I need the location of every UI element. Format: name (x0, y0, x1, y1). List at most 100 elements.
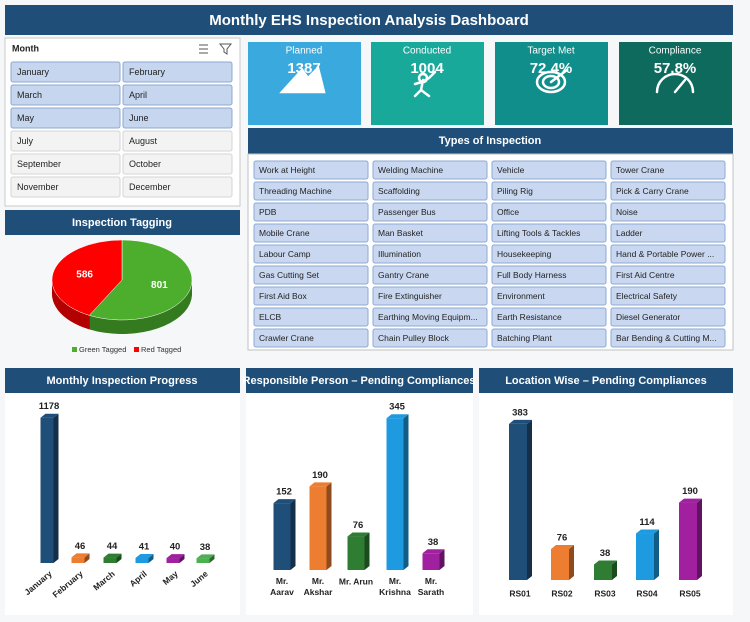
type-button[interactable] (253, 202, 369, 222)
slicer-button[interactable] (10, 130, 121, 152)
legend-swatch (134, 347, 139, 352)
kpi-icon (535, 68, 569, 94)
dashboard-title: Monthly EHS Inspection Analysis Dashboar… (209, 12, 529, 29)
type-button[interactable] (372, 265, 488, 285)
type-label: Batching Plant (497, 333, 552, 343)
type-label: Scaffolding (378, 186, 420, 196)
bar-side (654, 529, 659, 580)
type-button[interactable] (491, 328, 607, 348)
kpi-icon-shape (279, 65, 326, 94)
data-label: 114 (639, 517, 655, 528)
slicer-button[interactable] (10, 84, 121, 106)
legend-swatch (72, 347, 77, 352)
bar-top (386, 414, 409, 419)
type-button[interactable] (491, 202, 607, 222)
type-button[interactable] (610, 244, 726, 264)
type-button[interactable] (491, 244, 607, 264)
bar-top (347, 532, 370, 537)
bar (71, 557, 85, 563)
slicer-label: August (129, 136, 158, 146)
type-button[interactable] (253, 244, 369, 264)
type-label: Ladder (616, 228, 643, 238)
type-button[interactable] (372, 307, 488, 327)
bar-top (422, 549, 445, 554)
type-button[interactable] (491, 223, 607, 243)
type-button[interactable] (372, 160, 488, 180)
type-button[interactable] (372, 286, 488, 306)
kpi-icon (279, 65, 326, 94)
type-label: Threading Machine (259, 186, 332, 196)
legend-label: Red Tagged (141, 345, 181, 354)
data-label: 38 (600, 548, 611, 559)
bar-top (166, 554, 185, 559)
data-label: 40 (170, 542, 181, 553)
type-button[interactable] (253, 160, 369, 180)
chart-title: Monthly Inspection Progress (47, 375, 198, 387)
bar-side (612, 560, 617, 580)
kpi-card (495, 42, 608, 125)
type-button[interactable] (610, 223, 726, 243)
type-button[interactable] (253, 265, 369, 285)
type-label: Noise (616, 207, 638, 217)
slicer-button[interactable] (122, 61, 233, 83)
type-button[interactable] (610, 286, 726, 306)
bar (509, 423, 527, 580)
type-label: Housekeeping (497, 249, 552, 259)
type-button[interactable] (372, 328, 488, 348)
type-button[interactable] (610, 307, 726, 327)
type-label: Full Body Harness (497, 270, 566, 280)
bar-side (179, 554, 185, 563)
slicer-label: May (17, 113, 35, 123)
type-label: ELCB (259, 312, 282, 322)
slicer-button[interactable] (10, 61, 121, 83)
type-button[interactable] (253, 181, 369, 201)
type-button[interactable] (491, 307, 607, 327)
type-button[interactable] (253, 328, 369, 348)
bar (135, 557, 149, 563)
slicer-button[interactable] (10, 176, 121, 198)
type-button[interactable] (372, 202, 488, 222)
bar-top (40, 413, 59, 418)
bar-side (116, 553, 122, 563)
type-button[interactable] (253, 223, 369, 243)
slicer-button[interactable] (10, 107, 121, 129)
x-tick-label: Mr. Akshar (304, 576, 334, 597)
type-button[interactable] (491, 286, 607, 306)
kpi-icon (413, 70, 437, 98)
slicer-button[interactable] (122, 153, 233, 175)
type-button[interactable] (491, 181, 607, 201)
data-label: 190 (682, 486, 698, 497)
multi-select-icon[interactable] (199, 44, 208, 54)
bar-side (403, 414, 409, 570)
type-button[interactable] (372, 244, 488, 264)
title-bar (5, 5, 733, 35)
slicer-button[interactable] (122, 107, 233, 129)
slicer-label: December (129, 182, 171, 192)
slicer-button[interactable] (122, 176, 233, 198)
slicer-button[interactable] (122, 84, 233, 106)
type-button[interactable] (491, 265, 607, 285)
bar-side (290, 499, 296, 570)
pie-title: Inspection Tagging (72, 217, 172, 229)
type-button[interactable] (253, 307, 369, 327)
bar-side (326, 482, 332, 570)
type-button[interactable] (253, 286, 369, 306)
slicer-button[interactable] (10, 153, 121, 175)
kpi-card (619, 42, 732, 125)
type-label: Illumination (378, 249, 421, 259)
type-label: Earth Resistance (497, 312, 562, 322)
type-label: Diesel Generator (616, 312, 680, 322)
type-button[interactable] (610, 265, 726, 285)
type-button[interactable] (610, 328, 726, 348)
type-button[interactable] (491, 160, 607, 180)
bar-top (636, 529, 659, 534)
type-button[interactable] (610, 202, 726, 222)
bar (103, 557, 117, 563)
type-button[interactable] (372, 181, 488, 201)
type-button[interactable] (610, 160, 726, 180)
slicer-button[interactable] (122, 130, 233, 152)
bar (679, 502, 697, 580)
type-button[interactable] (610, 181, 726, 201)
clear-filter-icon[interactable] (218, 43, 233, 55)
type-button[interactable] (372, 223, 488, 243)
